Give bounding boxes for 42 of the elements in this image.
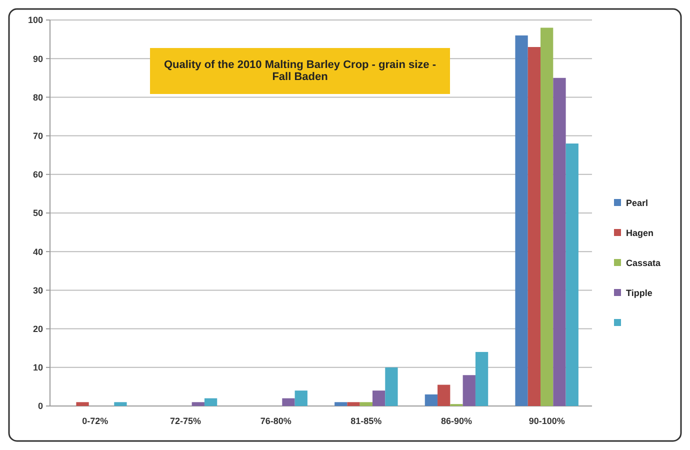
text: Quality of the 2010 Malting Barley Crop - grain size - Fall Baden (150, 48, 450, 94)
x-tick-label: 81-85% (350, 416, 382, 426)
y-tick-label: 30 (32, 285, 43, 296)
bar (282, 398, 295, 406)
bar (553, 78, 566, 406)
bar (204, 398, 218, 406)
y-tick-label: 60 (32, 170, 43, 180)
x-tick-label: 0-72% (82, 416, 108, 426)
bar (76, 402, 89, 406)
x-tick-label: 90-100% (528, 416, 565, 426)
bar (114, 402, 127, 406)
legend-label: Pearl (626, 198, 648, 208)
y-tick-label: 90 (32, 54, 43, 64)
bar (192, 402, 204, 406)
y-tick-label: 0 (38, 401, 43, 412)
bar (372, 390, 386, 406)
y-tick-label: 100 (28, 15, 43, 26)
bar (438, 384, 450, 406)
bar (385, 367, 398, 406)
bar (540, 28, 554, 406)
x-tick-label: 76-80% (260, 416, 292, 426)
y-tick-label: 10 (32, 362, 43, 373)
x-tick-label: 72-75% (170, 416, 202, 426)
bar (360, 402, 372, 406)
x-tick-label: 86-90% (440, 416, 472, 426)
bar (515, 35, 528, 406)
y-tick-label: 70 (32, 130, 43, 141)
y-tick-label: 50 (32, 208, 43, 218)
y-tick-label: 40 (32, 246, 43, 257)
legend-label: Tipple (626, 288, 652, 298)
y-tick-label: 80 (32, 92, 43, 102)
bar (294, 390, 308, 406)
legend-label: Cassata (626, 258, 662, 268)
bar (566, 144, 578, 406)
legend-label: Hagen (626, 228, 654, 238)
bar (334, 402, 348, 406)
bar (475, 352, 488, 406)
y-tick-label: 20 (32, 324, 43, 334)
bar (462, 375, 476, 406)
bar (347, 402, 360, 406)
bar (424, 394, 438, 406)
bar (528, 47, 541, 406)
